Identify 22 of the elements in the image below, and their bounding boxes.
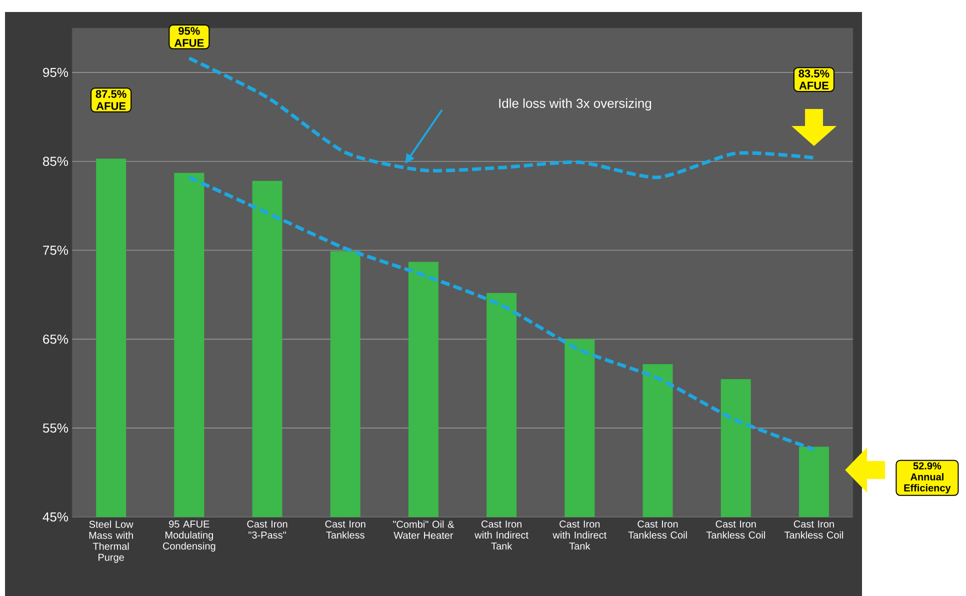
y-tick-label: 85% (43, 156, 68, 166)
annotation: 83.5% AFUE (798, 70, 830, 90)
x-tick-label: 95 AFUE Modulating Condensing (162, 520, 216, 552)
x-tick-label: Steel Low Mass with Thermal Purge (89, 520, 134, 563)
y-tick-label: 55% (42, 424, 68, 433)
y-tick-label: 75% (43, 246, 68, 255)
x-tick-label: Cast Iron Tankless (325, 520, 366, 539)
x-tick-label: Cast Iron Tankless Coil (706, 520, 765, 539)
annotation: 87.5% AFUE (96, 90, 126, 110)
annotation: Idle loss with 3x oversizing (499, 98, 652, 111)
x-tick-label: Cast Iron "3-Pass" (247, 520, 288, 539)
x-tick-label: "Combi" Oil & Water Heater (393, 520, 454, 539)
x-tick-label: Cast Iron with Indirect Tank (552, 520, 607, 550)
annotation: 95% AFUE (174, 27, 204, 47)
y-tick-label: 45% (42, 512, 68, 522)
line-series (187, 176, 816, 452)
x-tick-label: Cast Iron Tankless Coil (628, 520, 687, 539)
y-tick-label: 95% (43, 68, 68, 78)
text: 52.9% Annual Efficiency (904, 462, 951, 494)
x-tick-label: Cast Iron with Indirect Tank (474, 520, 528, 550)
y-tick-label: 65% (43, 334, 68, 344)
x-tick-label: Cast Iron Tankless Coil (784, 520, 844, 539)
